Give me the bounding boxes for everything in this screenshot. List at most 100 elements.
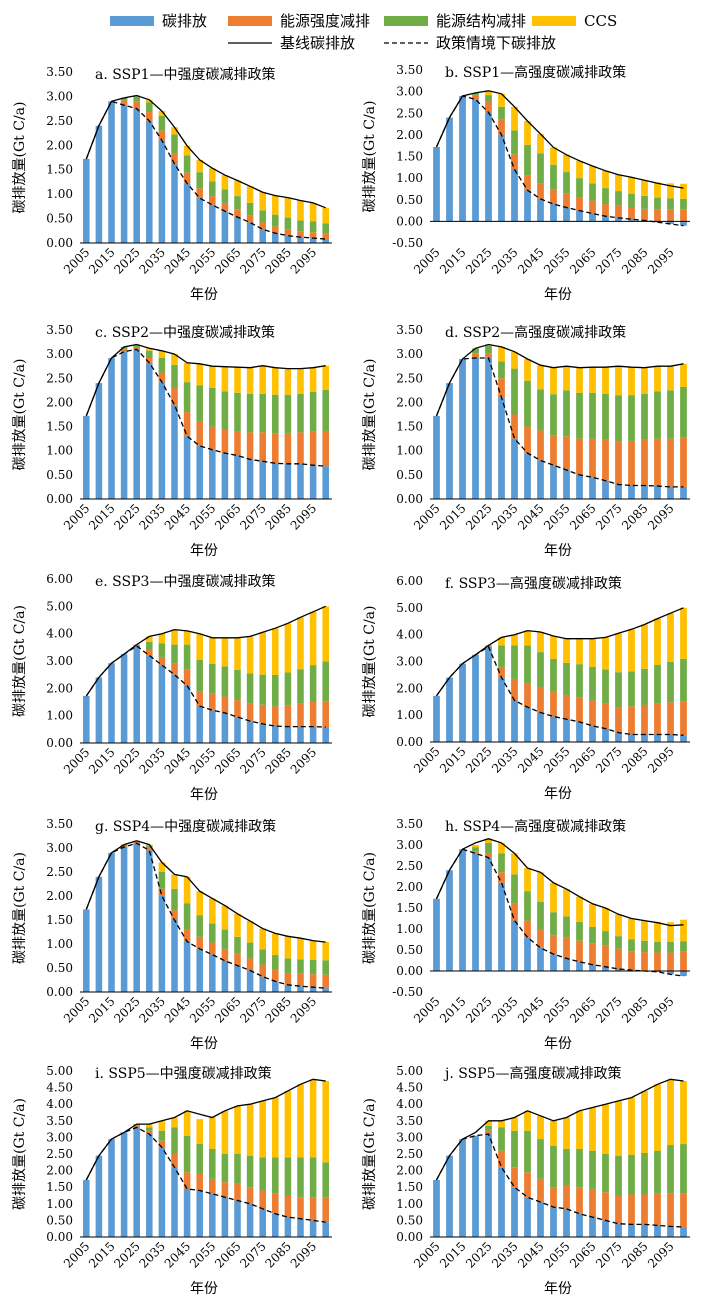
bar-segment [297, 200, 304, 221]
bar-segment [209, 168, 216, 182]
bar-segment [272, 726, 279, 743]
bar-segment [158, 665, 166, 743]
legend-swatch [532, 16, 576, 26]
bar-segment [171, 888, 178, 911]
bar-segment [183, 876, 191, 904]
bar-segment [615, 441, 622, 485]
bar-segment [563, 1149, 570, 1186]
y-tick-label: 3.00 [46, 347, 73, 361]
x-tick-label: 2065 [567, 1239, 598, 1270]
x-tick-label: 2085 [263, 745, 294, 776]
bar-segment [602, 204, 609, 217]
chart-panel: 0.000.501.001.502.002.503.003.5020052015… [12, 817, 332, 1052]
bar-segment [234, 953, 241, 966]
bar-segment [322, 988, 329, 992]
bar-segment [183, 941, 191, 992]
bar-segment [209, 923, 216, 943]
x-tick-label: 2085 [619, 245, 650, 276]
y-tick-label: 1.50 [46, 163, 73, 177]
bar-segment [309, 1157, 317, 1198]
legend-swatch [228, 16, 272, 26]
bar-segment [459, 663, 466, 742]
bar-segment [602, 188, 609, 205]
bar-segment [133, 349, 140, 499]
y-tick-label: 0.00 [46, 492, 73, 506]
x-axis-label: 年份 [190, 543, 218, 559]
x-tick-label: 2085 [619, 501, 650, 532]
bar-segment [259, 1190, 266, 1209]
bar-segment [196, 659, 203, 692]
x-tick-label: 2085 [263, 501, 294, 532]
x-tick-label: 2055 [187, 245, 218, 276]
bar-segment [628, 629, 635, 672]
bar-segment [628, 1224, 635, 1237]
bar-segment [511, 700, 518, 742]
bar-segment [246, 1155, 254, 1188]
bar-segment [667, 1145, 674, 1194]
bar-segment [680, 486, 687, 499]
bar-segment [433, 146, 440, 222]
bar-segment [272, 933, 279, 956]
bar-segment [133, 108, 140, 244]
bar-segment [563, 695, 570, 720]
bar-segment [485, 358, 492, 499]
bar-segment [680, 1193, 687, 1228]
y-axis-label: 碳排放量(Gt C/a) [362, 359, 378, 471]
baseline-line [85, 840, 326, 943]
x-tick-label: 2045 [162, 245, 193, 276]
bar-segment [196, 915, 203, 937]
bar-segment [654, 197, 661, 210]
x-tick-label: 2095 [645, 744, 676, 775]
bar-segment [576, 664, 583, 698]
bar-segment [498, 1150, 505, 1168]
bar-segment [576, 1187, 583, 1214]
bar-segment [615, 948, 622, 969]
bar-segment [83, 415, 90, 499]
bar-segment [158, 372, 166, 383]
x-tick-label: 2035 [137, 501, 168, 532]
bar-segment [83, 695, 90, 743]
bar-segment [309, 974, 317, 988]
bar-segment [234, 670, 241, 701]
bar-segment [259, 976, 266, 992]
y-tick-label: 3.50 [46, 323, 73, 337]
bar-segment [297, 703, 304, 727]
bar-segment [641, 704, 648, 735]
bar-segment [246, 721, 254, 743]
bar-segment [196, 948, 203, 992]
x-tick-label: 2075 [593, 501, 624, 532]
bar-segment [246, 432, 254, 460]
x-tick-label: 2075 [237, 745, 268, 776]
bar-segment [485, 1134, 492, 1237]
bar-segment [433, 1179, 440, 1237]
bar-segment [259, 1208, 266, 1237]
x-tick-label: 2065 [212, 501, 243, 532]
bar-segment [602, 669, 609, 704]
bar-segment [576, 1149, 583, 1188]
bar-segment [259, 222, 266, 230]
bar-segment [576, 961, 583, 971]
bar-segment [667, 702, 674, 735]
bar-segment [654, 1150, 661, 1194]
bar-segment [284, 972, 292, 985]
x-tick-label: 2095 [645, 245, 676, 276]
x-tick-label: 2085 [619, 1239, 650, 1270]
bar-segment [563, 207, 570, 222]
x-tick-label: 2095 [288, 994, 319, 1025]
bar-segment [322, 207, 329, 224]
bar-segment [146, 845, 153, 848]
x-tick-label: 2065 [212, 994, 243, 1025]
x-tick-label: 2015 [86, 1239, 117, 1270]
bar-segment [246, 202, 254, 216]
bar-segment [171, 874, 178, 889]
bar-segment [667, 952, 674, 971]
bar-segment [234, 637, 241, 671]
x-tick-label: 2095 [645, 501, 676, 532]
bar-segment [498, 134, 505, 222]
bar-segment [309, 221, 317, 233]
bar-segment [550, 164, 557, 190]
bar-segment [615, 1100, 622, 1156]
y-tick-label: 3.50 [396, 817, 423, 831]
bar-segment [158, 1147, 166, 1237]
bar-segment [272, 433, 279, 464]
